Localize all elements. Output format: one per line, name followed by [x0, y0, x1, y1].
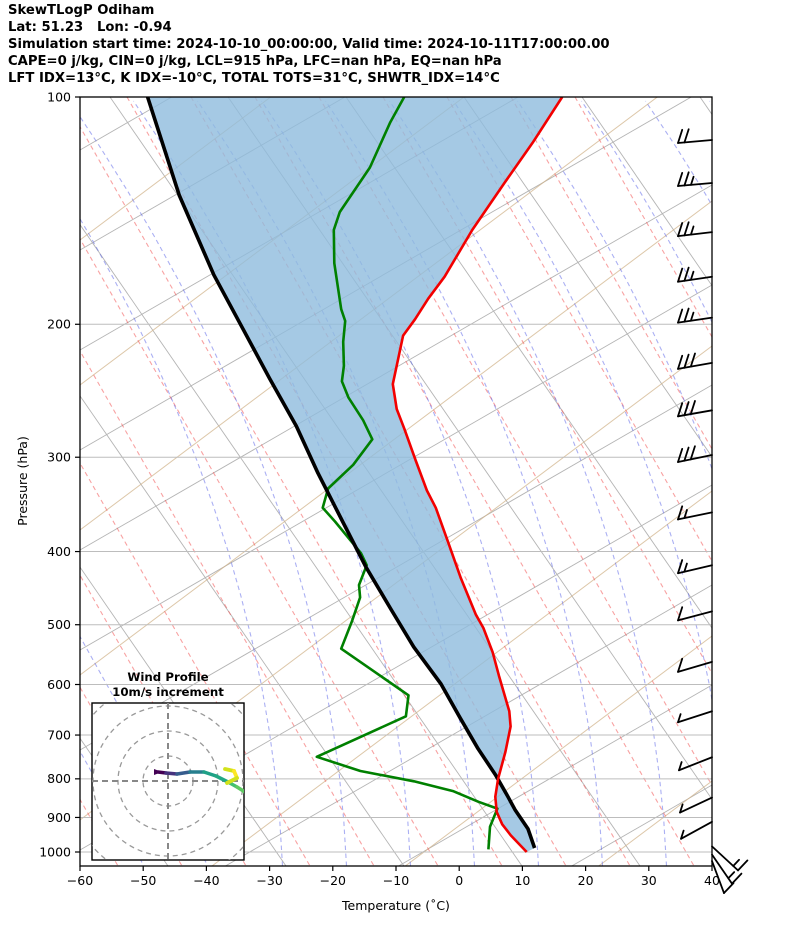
shaded-area [147, 97, 563, 852]
x-axis-label: Temperature (˚C) [341, 898, 450, 913]
wind-barb [677, 352, 713, 370]
svg-text:600: 600 [47, 677, 71, 692]
wind-barb [677, 171, 713, 187]
temperature-curve [391, 97, 564, 853]
wind-barb [679, 796, 713, 814]
svg-text:200: 200 [47, 317, 71, 332]
svg-text:−20: −20 [320, 873, 346, 888]
svg-text:1000: 1000 [39, 844, 71, 859]
svg-text:−60: −60 [67, 873, 93, 888]
svg-text:40: 40 [704, 873, 720, 888]
y-axis-label: Pressure (hPa) [15, 436, 30, 526]
wind-barb [677, 445, 713, 463]
wind-barb [677, 400, 713, 418]
svg-text:100: 100 [47, 89, 71, 104]
wind-barbs [677, 128, 749, 894]
dewpoint-curve [315, 97, 499, 850]
wind-barb [677, 657, 713, 673]
wind-barb [680, 820, 713, 840]
svg-text:30: 30 [641, 873, 657, 888]
wind-barb [677, 307, 713, 324]
svg-text:−10: −10 [383, 873, 409, 888]
svg-text:800: 800 [47, 771, 71, 786]
svg-text:900: 900 [47, 810, 71, 825]
wind-barb [711, 853, 743, 885]
wind-barb [677, 221, 713, 238]
svg-text:0: 0 [455, 873, 463, 888]
wind-barb [677, 606, 713, 622]
wind-barb [677, 128, 713, 144]
svg-text:700: 700 [47, 727, 71, 742]
wind-barb [678, 756, 713, 772]
wind-barb [677, 266, 713, 283]
svg-text:−50: −50 [130, 873, 156, 888]
svg-text:400: 400 [47, 544, 71, 559]
wind-barb [677, 710, 713, 724]
tick-labels: −60 −50 −40 −30 −20 −10 0 10 20 30 40 100 200 300 400 5… [39, 89, 720, 888]
figure-title: SkewTLogP Odiham [8, 3, 155, 18]
svg-text:300: 300 [47, 450, 71, 465]
svg-text:−30: −30 [256, 873, 282, 888]
profile-curves [145, 97, 564, 853]
hodograph-title: Wind Profile [127, 670, 208, 684]
hodograph-subtitle: 10m/s increment [112, 685, 224, 699]
indices-line: LFT IDX=13°C, K IDX=-10°C, TOTAL TOTS=31… [8, 71, 500, 86]
cape-cin-line: CAPE=0 j/kg, CIN=0 j/kg, LCL=915 hPa, LF… [8, 54, 502, 69]
simulation-times: Simulation start time: 2024-10-10_00:00:… [8, 37, 610, 52]
svg-text:−40: −40 [193, 873, 219, 888]
parcel-curve [145, 97, 537, 849]
wind-barb [711, 845, 749, 872]
wind-barb [711, 860, 735, 894]
wind-barb [677, 559, 713, 575]
station-coords: Lat: 51.23 Lon: -0.94 [8, 20, 172, 35]
svg-text:20: 20 [578, 873, 594, 888]
svg-text:500: 500 [47, 617, 71, 632]
wind-barb [677, 505, 713, 521]
hodograph-inset [91, 702, 245, 861]
svg-text:10: 10 [514, 873, 530, 888]
